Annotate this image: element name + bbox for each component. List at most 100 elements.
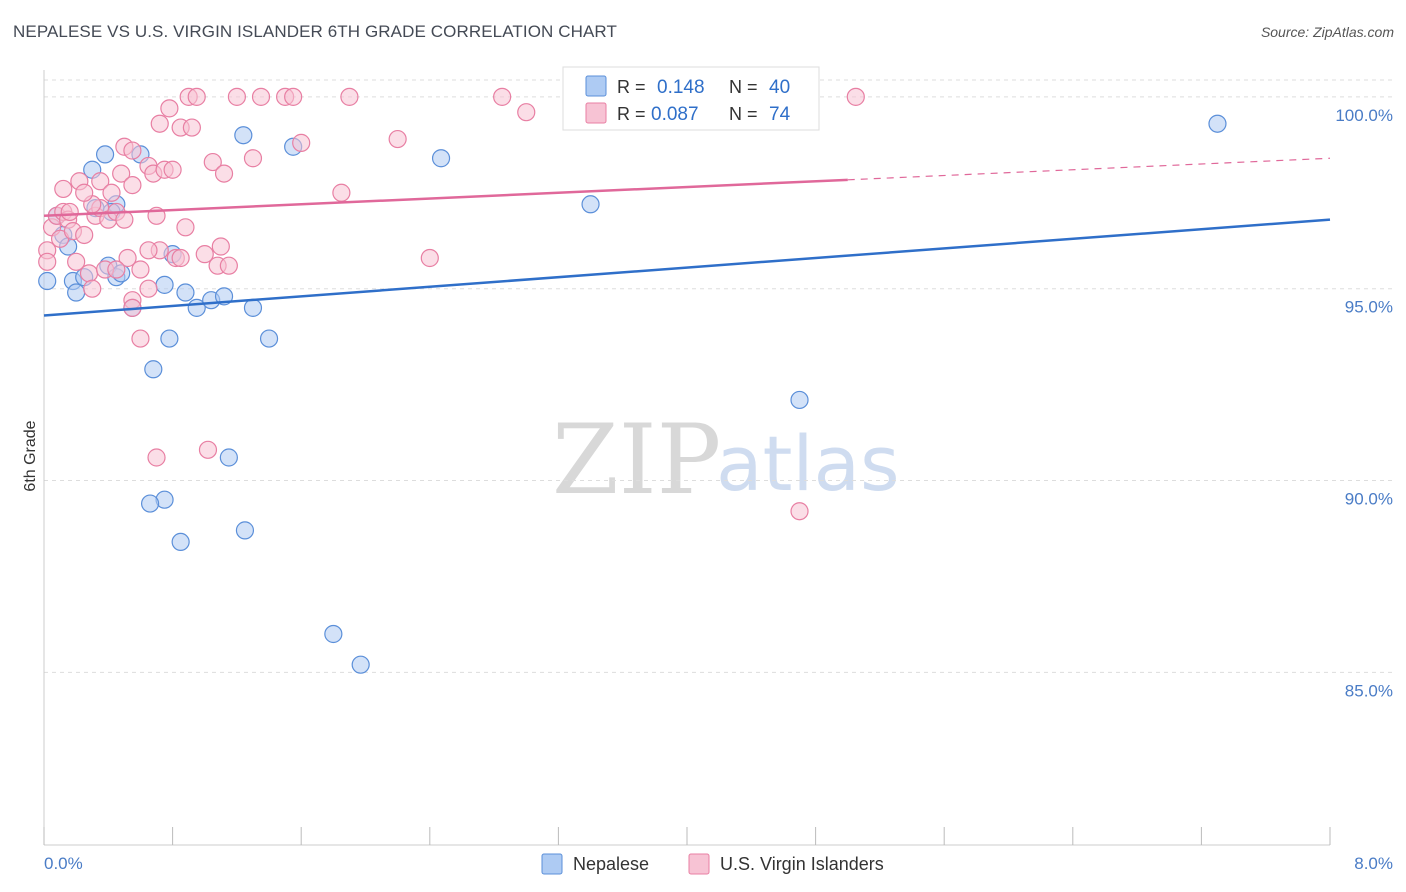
- virgin-islanders-trend-extension: [847, 157, 1331, 181]
- virgin-islanders-point: [340, 87, 359, 106]
- legend-swatch-pink: [585, 102, 607, 124]
- series-legend-label-virgin-islanders: U.S. Virgin Islanders: [720, 854, 884, 874]
- virgin-islanders-point: [182, 118, 201, 137]
- source-label: Source: ZipAtlas.com: [1260, 24, 1394, 40]
- legend-swatch-blue: [585, 75, 607, 97]
- virgin-islanders-point: [163, 160, 182, 179]
- nepalese-point: [234, 126, 253, 145]
- virgin-islanders-point: [176, 218, 195, 237]
- virgin-islanders-point: [75, 225, 94, 245]
- y-tick-label: 85.0%: [1345, 681, 1393, 700]
- nepalese-point: [144, 360, 163, 379]
- watermark-atlas: atlas: [716, 419, 900, 508]
- virgin-islanders-point: [147, 448, 166, 467]
- nepalese-point: [160, 329, 179, 348]
- nepalese-point: [790, 390, 809, 410]
- virgin-islanders-point: [102, 183, 121, 202]
- virgin-islanders-point: [203, 152, 222, 172]
- virgin-islanders-point: [131, 329, 150, 348]
- nepalese-point: [1208, 114, 1227, 133]
- legend-n-label-pink: N =: [729, 104, 758, 124]
- virgin-islanders-point: [60, 202, 79, 222]
- nepalese-point: [67, 283, 86, 302]
- virgin-islanders-point: [251, 87, 271, 106]
- virgin-islanders-point: [139, 279, 158, 298]
- x-tick-label-max: 8.0%: [1354, 854, 1393, 873]
- virgin-islanders-point: [123, 141, 142, 160]
- nepalese-point: [38, 271, 57, 291]
- series-legend: Nepalese U.S. Virgin Islanders: [541, 853, 884, 875]
- virgin-islanders-point: [75, 183, 94, 202]
- virgin-islanders-point: [91, 172, 110, 191]
- virgin-islanders-point: [493, 87, 512, 106]
- virgin-islanders-point: [131, 260, 150, 279]
- y-tick-label: 95.0%: [1345, 298, 1393, 317]
- virgin-islanders-point: [227, 87, 246, 106]
- nepalese-point: [581, 195, 600, 214]
- virgin-islanders-point: [790, 502, 809, 521]
- virgin-islanders-point: [292, 133, 311, 152]
- legend-r-value-pink: 0.087: [651, 104, 699, 125]
- virgin-islanders-point: [187, 87, 206, 106]
- y-axis-label: 6th Grade: [22, 420, 39, 491]
- legend-r-label-blue: R =: [617, 77, 646, 97]
- legend-n-value-blue: 40: [769, 77, 790, 98]
- nepalese-point: [95, 145, 115, 164]
- nepalese-point: [259, 329, 279, 348]
- virgin-islanders-point: [112, 164, 131, 183]
- virgin-islanders-points: [38, 87, 865, 521]
- nepalese-point: [171, 532, 190, 552]
- virgin-islanders-point: [211, 237, 230, 256]
- virgin-islanders-point: [38, 252, 57, 271]
- nepalese-point: [235, 521, 255, 540]
- y-tick-labels: 85.0% 90.0% 95.0% 100.0%: [1335, 106, 1393, 700]
- x-tick-label-min: 0.0%: [44, 854, 83, 873]
- nepalese-point: [155, 275, 174, 294]
- virgin-islanders-point: [139, 241, 158, 260]
- chart-title: NEPALESE VS U.S. VIRGIN ISLANDER 6TH GRA…: [13, 22, 617, 41]
- virgin-islanders-point: [123, 175, 142, 195]
- y-tick-label: 90.0%: [1345, 490, 1393, 509]
- virgin-islanders-point: [846, 87, 865, 106]
- series-legend-label-nepalese: Nepalese: [573, 854, 649, 874]
- nepalese-point: [324, 624, 343, 644]
- virgin-islanders-point: [118, 248, 137, 268]
- virgin-islanders-trend-line: [43, 178, 848, 218]
- x-ticks: [43, 827, 1331, 845]
- legend-r-value-blue: 0.148: [657, 77, 705, 98]
- nepalese-point: [431, 149, 451, 168]
- stats-legend: R = 0.148 N = 40 R = 0.087 N = 74: [562, 66, 820, 131]
- virgin-islanders-point: [79, 264, 99, 283]
- virgin-islanders-point: [219, 256, 238, 275]
- y-tick-label: 100.0%: [1335, 106, 1393, 125]
- virgin-islanders-point: [388, 129, 407, 149]
- nepalese-points: [38, 114, 1227, 674]
- gridlines: [44, 79, 1393, 673]
- virgin-islanders-point: [195, 245, 214, 264]
- virgin-islanders-point: [332, 183, 351, 202]
- nepalese-point: [140, 494, 160, 513]
- virgin-islanders-point: [107, 260, 126, 279]
- virgin-islanders-point: [171, 248, 190, 268]
- legend-n-label-blue: N =: [729, 77, 758, 97]
- virgin-islanders-point: [160, 99, 179, 118]
- virgin-islanders-point: [420, 248, 439, 268]
- nepalese-trend-line: [43, 218, 1331, 317]
- nepalese-point: [351, 655, 370, 674]
- virgin-islanders-point: [83, 279, 102, 298]
- virgin-islanders-point: [243, 149, 263, 168]
- virgin-islanders-point: [198, 440, 218, 459]
- nepalese-point: [176, 283, 195, 302]
- virgin-islanders-point: [67, 252, 86, 271]
- nepalese-point: [243, 298, 263, 317]
- series-legend-swatch-virgin-islanders: [688, 853, 710, 875]
- legend-n-value-pink: 74: [769, 104, 791, 125]
- virgin-islanders-point: [54, 179, 73, 199]
- legend-r-label-pink: R =: [617, 104, 646, 124]
- watermark-zip: ZIP: [552, 404, 721, 516]
- nepalese-point: [219, 448, 238, 467]
- virgin-islanders-point: [214, 164, 234, 183]
- virgin-islanders-point: [150, 114, 169, 133]
- virgin-islanders-point: [284, 87, 303, 106]
